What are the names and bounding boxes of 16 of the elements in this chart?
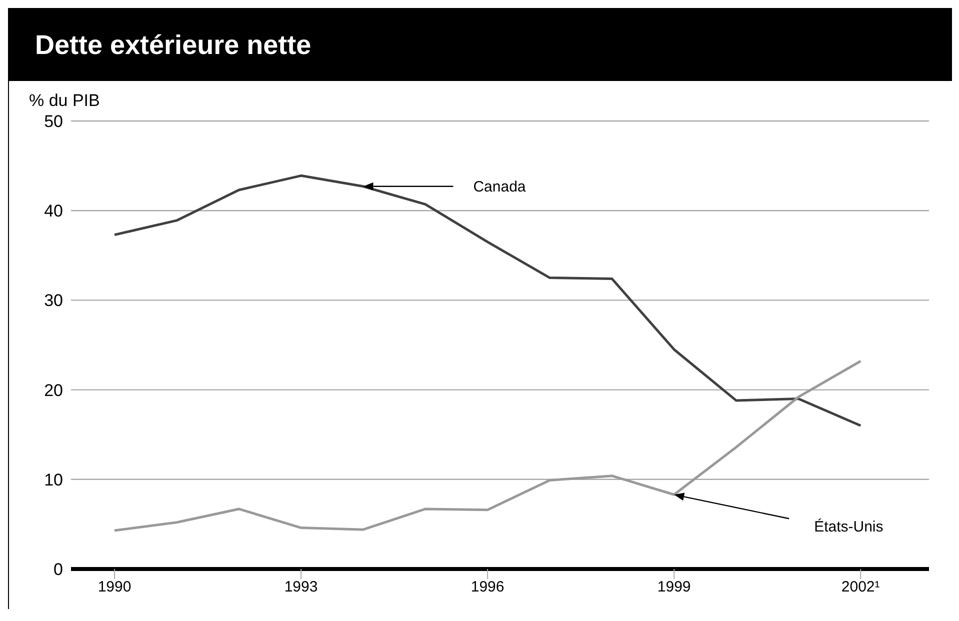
annotation: États-Unis	[814, 518, 884, 536]
x-tick-label: 2002¹	[841, 578, 880, 596]
x-tick-label: 1999	[657, 578, 691, 596]
y-tick-label: 10	[44, 470, 63, 490]
y-tick-label: 50	[44, 112, 63, 132]
y-tick-label: 20	[44, 380, 63, 400]
annotation: Canada	[473, 178, 526, 196]
y-tick-label: 40	[44, 202, 63, 221]
x-tick-label: 1990	[98, 578, 132, 596]
x-tick-label: 1993	[284, 578, 318, 596]
y-tick-label: 0	[54, 560, 63, 580]
x-tick-label: 1996	[470, 578, 504, 596]
y-tick-label: 30	[44, 291, 63, 310]
line-series	[113, 174, 862, 427]
y-axis-title: % du PIB	[28, 91, 101, 110]
chart-title: Dette extérieure nette	[35, 30, 312, 60]
